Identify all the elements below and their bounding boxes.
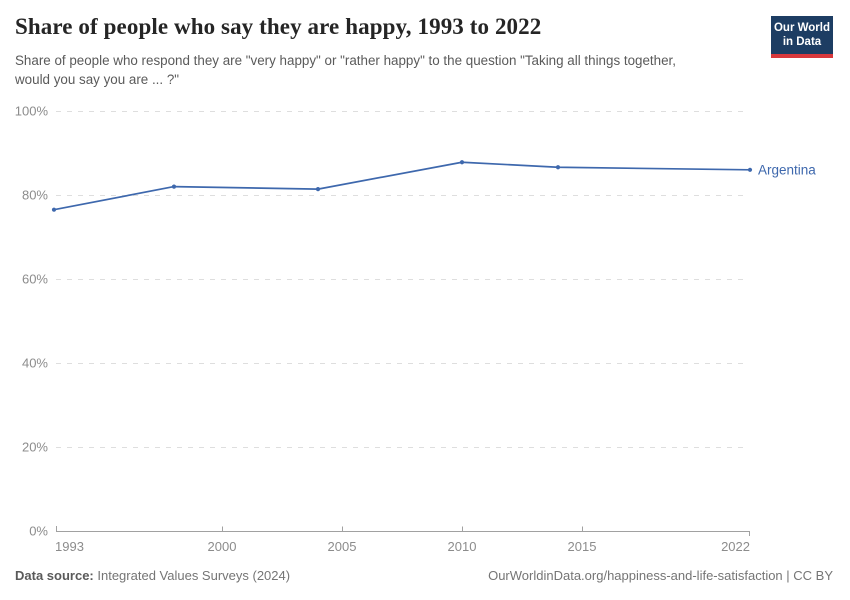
owid-logo: Our World in Data (771, 16, 833, 58)
y-tick-label: 20% (22, 440, 48, 455)
chart-footer: Data source: Integrated Values Surveys (… (0, 568, 850, 583)
data-point[interactable] (315, 187, 321, 192)
data-source-value: Integrated Values Surveys (2024) (97, 568, 291, 583)
y-tick-label: 0% (29, 524, 48, 539)
data-source-label: Data source: (15, 568, 94, 583)
x-tick-label: 2015 (568, 539, 597, 554)
x-tick-label: 2005 (328, 539, 357, 554)
series-line[interactable] (53, 161, 751, 211)
owid-logo-line2: in Data (782, 35, 822, 48)
y-tick-label: 60% (22, 272, 48, 287)
x-tick-label: 2010 (448, 539, 477, 554)
data-point[interactable] (171, 184, 177, 189)
page-title: Share of people who say they are happy, … (15, 14, 542, 39)
x-tick-label: 2022 (721, 539, 750, 554)
owid-logo-line1: Our World (773, 22, 830, 34)
data-point[interactable] (459, 160, 465, 165)
data-point[interactable] (555, 165, 561, 170)
y-tick-label: 80% (22, 188, 48, 203)
x-tick-label: 1993 (55, 539, 84, 554)
y-tick-label: 100% (15, 104, 49, 119)
data-source: Data source: Integrated Values Surveys (… (15, 568, 290, 583)
attribution: OurWorldinData.org/happiness-and-life-sa… (488, 568, 833, 583)
chart-subtitle: Share of people who respond they are "ve… (15, 53, 676, 87)
series-end-label: Argentina (758, 162, 816, 177)
data-point[interactable] (747, 167, 753, 172)
y-tick-label: 40% (22, 356, 48, 371)
data-point[interactable] (51, 207, 57, 212)
x-tick-label: 2000 (208, 539, 237, 554)
